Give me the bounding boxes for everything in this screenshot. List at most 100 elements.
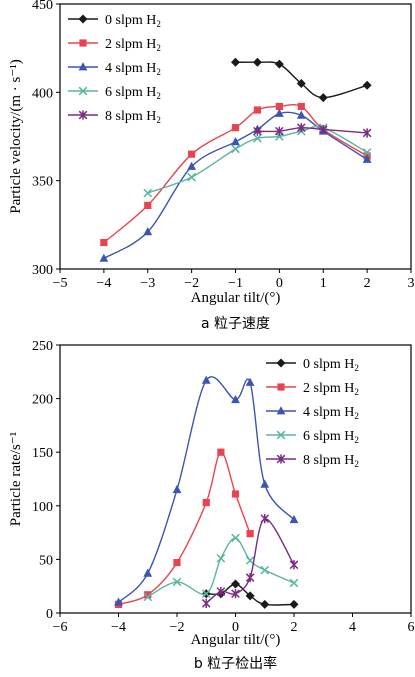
x-tick-label: −2 bbox=[170, 620, 185, 635]
legend-label-main: 0 slpm H bbox=[105, 13, 156, 28]
legend-label-main: 8 slpm H bbox=[303, 453, 354, 468]
data-point bbox=[231, 533, 240, 543]
legend-label: 2 slpm H2 bbox=[105, 37, 161, 53]
legend-item: 2 slpm H2 bbox=[68, 37, 161, 53]
legend-label-main: 4 slpm H bbox=[105, 61, 156, 76]
data-point bbox=[289, 599, 299, 609]
legend-item: 6 slpm H2 bbox=[266, 429, 359, 445]
legend-label-subscript: 2 bbox=[156, 67, 161, 77]
y-axis-title: Particle velocity/(m · s⁻¹) bbox=[8, 59, 24, 213]
series-0-velocity bbox=[231, 57, 372, 103]
legend-label-subscript: 2 bbox=[354, 363, 359, 373]
data-point bbox=[362, 154, 372, 163]
legend-item: 4 slpm H2 bbox=[68, 61, 161, 77]
data-point bbox=[143, 188, 153, 198]
data-point bbox=[245, 591, 255, 601]
data-point bbox=[172, 484, 182, 494]
data-point bbox=[260, 514, 270, 524]
legend-marker bbox=[78, 110, 88, 120]
legend-label: 0 slpm H2 bbox=[105, 13, 161, 29]
y-tick-label: 350 bbox=[32, 175, 53, 190]
data-point bbox=[143, 592, 153, 602]
data-point bbox=[275, 126, 284, 136]
legend-label-subscript: 2 bbox=[156, 19, 161, 29]
data-point bbox=[173, 559, 181, 567]
data-point bbox=[188, 150, 196, 158]
series-4-velocity bbox=[253, 123, 372, 138]
data-point bbox=[318, 93, 328, 103]
legend-item: 8 slpm H2 bbox=[68, 109, 161, 125]
legend-item: 4 slpm H2 bbox=[266, 405, 359, 421]
legend-item: 0 slpm H2 bbox=[68, 13, 161, 29]
x-tick-label: 2 bbox=[291, 620, 298, 635]
data-point bbox=[362, 148, 372, 157]
data-point bbox=[231, 57, 240, 67]
data-point bbox=[99, 253, 109, 262]
data-point bbox=[260, 565, 270, 575]
x-tick-label: 1 bbox=[320, 276, 327, 291]
data-point bbox=[296, 123, 306, 133]
y-tick-label: 300 bbox=[32, 263, 53, 278]
legend-label-main: 6 slpm H bbox=[303, 429, 354, 444]
legend-label: 8 slpm H2 bbox=[105, 109, 161, 125]
data-point bbox=[296, 110, 306, 119]
data-point bbox=[362, 128, 372, 138]
legend-label: 0 slpm H2 bbox=[303, 357, 359, 373]
y-tick-label: 250 bbox=[32, 339, 53, 354]
data-point bbox=[289, 514, 299, 524]
x-tick-label: 2 bbox=[364, 276, 371, 291]
legend-label-main: 8 slpm H bbox=[105, 109, 156, 124]
data-point bbox=[231, 137, 240, 146]
legend-label-main: 0 slpm H bbox=[303, 357, 354, 372]
data-point bbox=[187, 161, 197, 170]
legend-velocity: 0 slpm H22 slpm H24 slpm H26 slpm H28 sl… bbox=[68, 13, 161, 125]
plot-frame-rate bbox=[59, 344, 412, 614]
legend-label-subscript: 2 bbox=[354, 387, 359, 397]
series-4-rate bbox=[201, 514, 299, 608]
legend-label-subscript: 2 bbox=[156, 91, 161, 101]
legend-label-subscript: 2 bbox=[156, 43, 161, 53]
data-point bbox=[231, 579, 240, 589]
series-line bbox=[103, 111, 368, 260]
data-point bbox=[144, 201, 152, 209]
data-point bbox=[231, 124, 240, 132]
data-point bbox=[231, 490, 240, 498]
y-tick-label: 50 bbox=[39, 553, 53, 568]
data-point bbox=[202, 498, 210, 507]
data-point bbox=[318, 124, 328, 135]
y-tick-label: 100 bbox=[32, 500, 53, 515]
data-point bbox=[217, 448, 225, 456]
legend-label-subscript: 2 bbox=[354, 435, 359, 445]
data-point bbox=[253, 106, 262, 114]
legend-marker bbox=[276, 430, 286, 440]
x-axis-title: Angular tilt/(°) bbox=[191, 632, 281, 648]
data-point bbox=[201, 589, 211, 599]
legend-marker bbox=[276, 454, 286, 464]
x-tick-label: 6 bbox=[408, 620, 415, 635]
x-axis-title: Angular tilt/(°) bbox=[191, 290, 281, 306]
data-point bbox=[274, 59, 284, 69]
series-1-velocity bbox=[100, 102, 371, 247]
data-point bbox=[231, 589, 240, 599]
data-point bbox=[144, 591, 152, 599]
legend-marker bbox=[276, 358, 286, 368]
data-point bbox=[143, 227, 153, 236]
y-tick-label: 150 bbox=[32, 446, 53, 461]
legend-label-subscript: 2 bbox=[354, 459, 359, 469]
data-point bbox=[260, 599, 270, 609]
data-point bbox=[253, 133, 262, 143]
data-point bbox=[252, 57, 262, 67]
data-point bbox=[201, 598, 211, 608]
legend-item: 0 slpm H2 bbox=[266, 357, 359, 373]
legend-label: 4 slpm H2 bbox=[303, 405, 359, 421]
legend-marker bbox=[78, 62, 88, 71]
legend-rate: 0 slpm H22 slpm H24 slpm H26 slpm H28 sl… bbox=[266, 357, 359, 469]
data-point bbox=[231, 144, 240, 154]
legend-label-subscript: 2 bbox=[354, 411, 359, 421]
x-tick-label: 4 bbox=[349, 620, 356, 635]
series-3-rate bbox=[143, 533, 299, 602]
data-point bbox=[260, 479, 270, 488]
legend-marker bbox=[277, 383, 285, 391]
data-point bbox=[275, 102, 283, 111]
